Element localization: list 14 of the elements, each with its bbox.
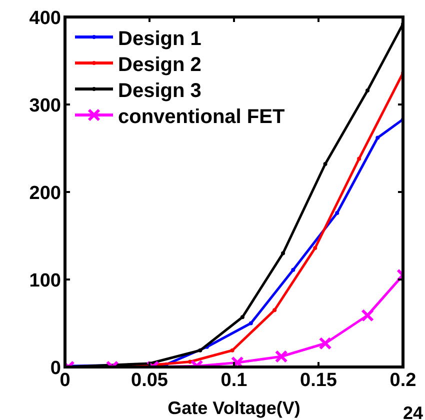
y-tick-label: 200 (29, 183, 61, 204)
legend-label: conventional FET (118, 106, 285, 128)
x-tick-label: 0.15 (300, 370, 338, 391)
x-tick-label: 0.2 (390, 370, 416, 391)
legend-label: Design 3 (118, 80, 202, 102)
x-axis-title: Gate Voltage(V) (168, 398, 300, 418)
y-tick-label: 300 (29, 96, 61, 116)
legend-label: Design 2 (118, 54, 202, 76)
y-tick-label: 400 (29, 8, 61, 29)
legend-label: Design 1 (118, 28, 202, 50)
x-tick-label: 0.1 (220, 370, 248, 391)
x-tick-label: 0.05 (131, 370, 168, 391)
text: 24 (402, 403, 423, 420)
y-tick-label: 100 (29, 270, 61, 292)
